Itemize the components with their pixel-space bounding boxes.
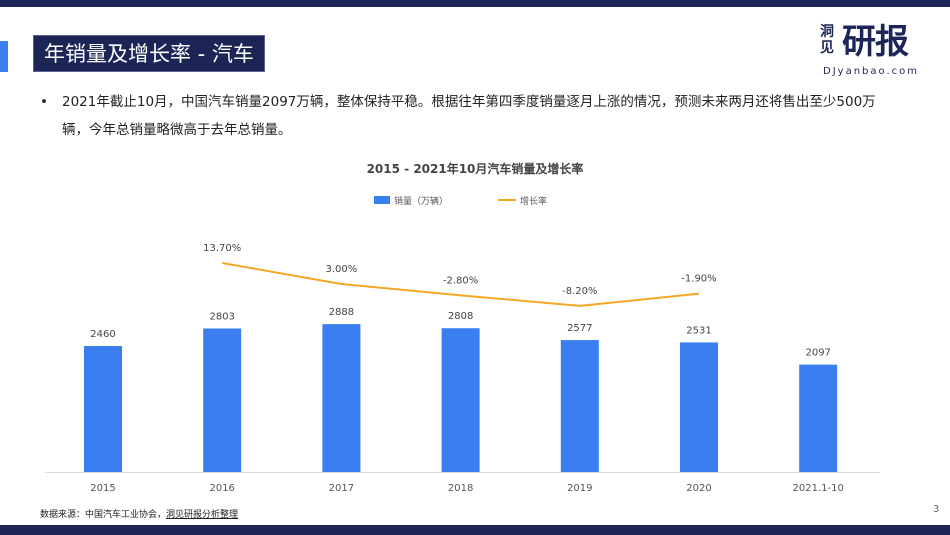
logo-small-text: 洞见	[820, 24, 834, 56]
line-label: -1.90%	[681, 274, 716, 285]
source-link[interactable]: 洞见研报分析整理	[166, 510, 239, 520]
legend-bar-swatch	[374, 196, 390, 204]
bar	[441, 328, 480, 472]
bar-label: 2531	[686, 325, 711, 336]
bar-label: 2888	[329, 307, 354, 318]
bar	[799, 364, 838, 472]
bar-label: 2803	[209, 311, 234, 322]
top-bar	[0, 0, 950, 7]
page-number: 3	[933, 504, 940, 515]
title-accent	[0, 41, 8, 72]
chart-title: 2015 - 2021年10月汽车销量及增长率	[367, 161, 584, 176]
logo-url: DJyanbao.com	[823, 66, 919, 77]
line-label: 13.70%	[203, 243, 241, 254]
x-tick-label: 2020	[686, 483, 711, 494]
line-label: 3.00%	[326, 264, 358, 275]
bar	[203, 328, 242, 472]
bar-label: 2460	[90, 329, 115, 340]
bar-label: 2097	[805, 348, 830, 359]
line-label: -8.20%	[562, 286, 597, 297]
page-title: 年销量及增长率 - 汽车	[33, 35, 265, 72]
logo-big-text: 研报	[842, 22, 909, 62]
growth-line	[222, 262, 700, 307]
logo: 洞见 研报 DJyanbao.com	[820, 22, 930, 82]
bar	[680, 342, 718, 472]
legend-bar-label: 销量（万辆）	[394, 195, 448, 207]
x-tick-label: 2019	[567, 483, 592, 494]
bar	[560, 340, 599, 472]
x-tick-label: 2015	[90, 483, 115, 494]
bar	[322, 324, 361, 472]
bar-label: 2577	[567, 323, 592, 334]
bottom-bar	[0, 525, 950, 535]
source-note: 数据来源：中国汽车工业协会，洞见研报分析整理	[40, 507, 238, 520]
x-tick-label: 2017	[329, 483, 354, 494]
summary-bullet: 2021年截止10月，中国汽车销量2097万辆，整体保持平稳。根据往年第四季度销…	[40, 88, 900, 144]
line-label: -2.80%	[443, 275, 478, 286]
source-prefix: 数据来源：中国汽车工业协会，	[40, 510, 167, 520]
bar	[84, 346, 122, 472]
bar-label: 2808	[448, 311, 473, 322]
x-tick-label: 2021.1-10	[793, 483, 844, 494]
legend-line-label: 增长率	[520, 195, 547, 207]
x-tick-label: 2018	[448, 483, 473, 494]
x-tick-label: 2016	[209, 483, 234, 494]
